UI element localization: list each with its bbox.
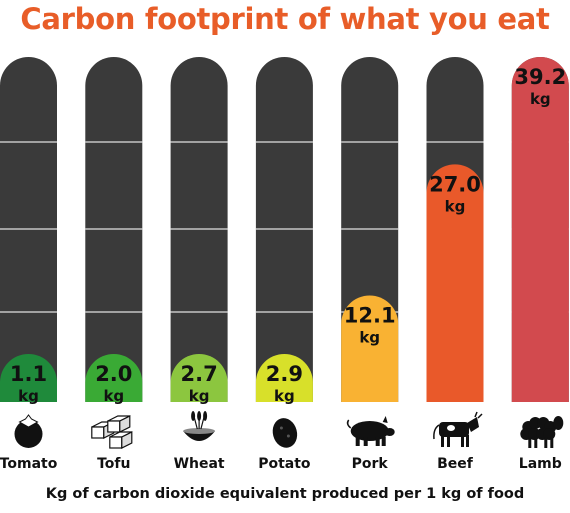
data-label: 27.0 <box>429 172 481 196</box>
data-label-unit: kg <box>103 387 124 405</box>
category-label: Wheat <box>174 456 225 472</box>
bar <box>341 295 399 402</box>
data-label-unit: kg <box>445 197 466 215</box>
data-label-unit: kg <box>359 329 380 347</box>
category-label: Lamb <box>519 456 562 472</box>
wheat-icon <box>183 411 216 441</box>
data-label: 2.0 <box>95 362 132 386</box>
chart-footnote: Kg of carbon dioxide equivalent produced… <box>45 486 525 502</box>
data-label: 2.9 <box>266 362 303 386</box>
data-label: 2.7 <box>180 362 217 386</box>
data-label: 39.2 <box>514 65 566 89</box>
bars-group: 1.1kgTomato2.0kgTofu2.7kgWheat2.9kgPotat… <box>0 57 569 472</box>
category-label: Tomato <box>0 456 58 472</box>
pig-icon <box>346 416 395 446</box>
category-label: Potato <box>258 456 311 472</box>
category-label: Beef <box>437 456 474 472</box>
chart-title: Carbon footprint of what you eat <box>20 2 550 36</box>
bar <box>426 164 484 402</box>
data-label-unit: kg <box>274 387 295 405</box>
data-label: 1.1 <box>10 362 47 386</box>
category-label: Pork <box>352 456 389 472</box>
potato-icon <box>272 418 298 448</box>
data-label-unit: kg <box>530 90 551 108</box>
data-label-unit: kg <box>18 387 39 405</box>
tomato-icon <box>14 414 43 448</box>
sheep-icon <box>520 416 564 448</box>
tofu-icon <box>91 415 133 449</box>
bar <box>255 354 313 402</box>
category-label: Tofu <box>97 456 130 472</box>
bar <box>0 354 57 402</box>
bar <box>85 354 143 402</box>
bar <box>170 354 228 402</box>
cow-icon <box>433 411 483 447</box>
bar <box>511 57 569 402</box>
data-label-unit: kg <box>189 387 210 405</box>
data-label: 12.1 <box>344 304 396 328</box>
